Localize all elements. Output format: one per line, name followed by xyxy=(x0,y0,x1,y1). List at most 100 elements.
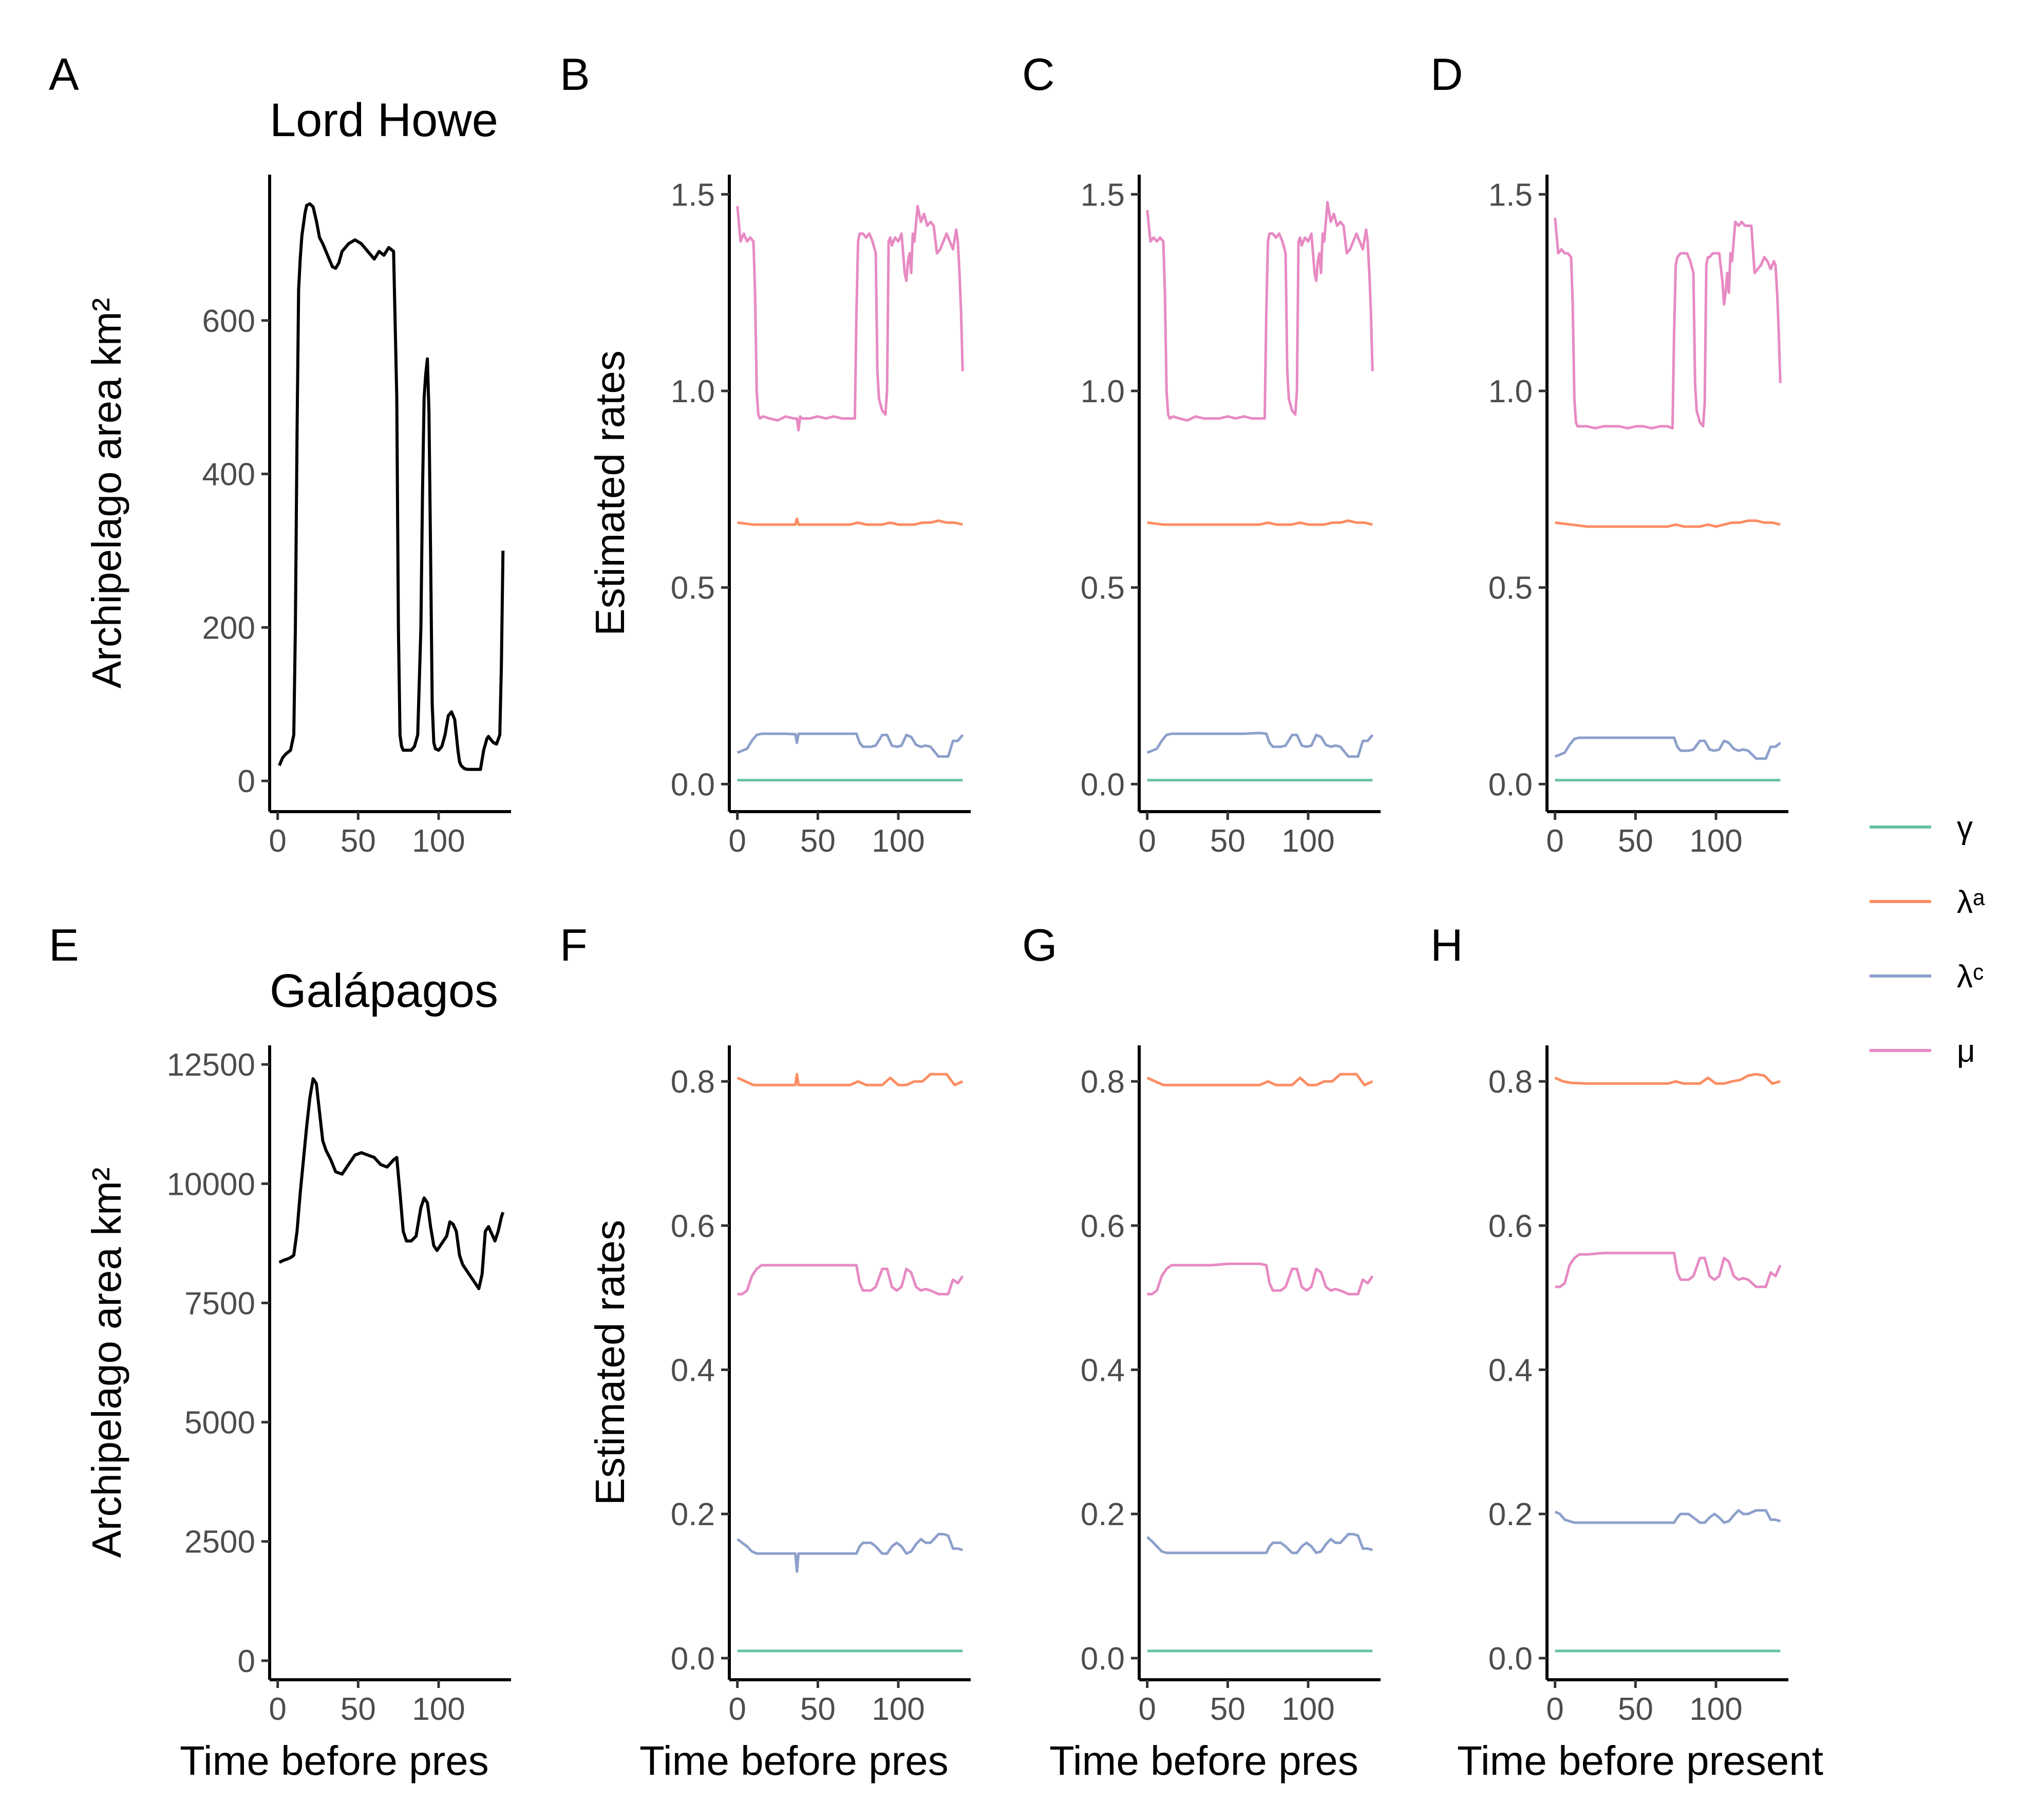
y-tick-label: 0.2 xyxy=(1488,1497,1533,1532)
x-tick-label: 100 xyxy=(412,823,465,859)
x-tick-label: 100 xyxy=(872,823,924,859)
y-tick-label: 0.6 xyxy=(1488,1209,1533,1244)
panel-letter: E xyxy=(49,920,79,970)
y-tick-label: 0.0 xyxy=(671,767,715,802)
series-mu-line xyxy=(736,204,964,431)
panel-f: F 0.0 0.2 0.4 0.6 0.8 0 50 100 Estimated rates Tim… xyxy=(560,920,971,1784)
y-tick-label: 0.0 xyxy=(1081,767,1125,802)
y-tick-label: 0.6 xyxy=(671,1209,715,1244)
x-tick-label: 0 xyxy=(728,823,746,859)
series-lambda-a-line xyxy=(1146,1073,1373,1086)
panel-title: Lord Howe xyxy=(270,94,498,146)
panel-e: E Galápagos 0 2500 5000 7500 10000 12500 0 50 100 A… xyxy=(49,920,511,1784)
x-tick-label: 100 xyxy=(1281,823,1334,859)
y-tick-label: 0.6 xyxy=(1081,1209,1125,1244)
x-tick-label: 50 xyxy=(1210,1692,1246,1727)
x-tick-label: 100 xyxy=(1689,823,1742,859)
y-tick-label: 200 xyxy=(202,610,255,646)
panels: A Lord Howe 0 200 400 600 0 50 100 Archipelago ar… xyxy=(49,49,1823,1784)
y-tick-label: 0.4 xyxy=(1081,1353,1125,1389)
legend-label: λᵃ xyxy=(1957,885,1985,920)
panel-h: H 0.0 0.2 0.4 0.6 0.8 0 50 100 Time before presen… xyxy=(1430,920,1823,1784)
panel-g: G 0.0 0.2 0.4 0.6 0.8 0 50 100 Time before pres xyxy=(1022,920,1381,1784)
y-tick-label: 1.0 xyxy=(1081,374,1125,409)
series-area-line xyxy=(278,1077,505,1290)
y-tick-label: 0.2 xyxy=(671,1497,715,1532)
y-axis-title: Estimated rates xyxy=(587,1220,633,1506)
x-tick-label: 0 xyxy=(1546,1692,1563,1727)
x-tick-label: 50 xyxy=(341,823,376,859)
panel-letter: A xyxy=(49,49,79,100)
panel-d: D 0.0 0.5 1.0 1.5 0 50 100 xyxy=(1430,49,1788,859)
series-lambda-c-line xyxy=(737,732,964,758)
y-tick-label: 0.0 xyxy=(1081,1641,1125,1677)
y-tick-label: 0 xyxy=(238,1644,255,1679)
y-tick-label: 0.8 xyxy=(1488,1064,1533,1100)
y-tick-label: 2500 xyxy=(184,1525,255,1560)
x-tick-label: 50 xyxy=(1618,1692,1653,1727)
y-tick-label: 0 xyxy=(238,764,255,799)
y-tick-label: 400 xyxy=(202,457,255,493)
series-lambda-c-line xyxy=(1146,731,1374,758)
y-tick-label: 1.0 xyxy=(1488,374,1533,409)
x-tick-label: 0 xyxy=(269,1692,286,1727)
y-tick-label: 7500 xyxy=(184,1286,255,1321)
x-tick-label: 50 xyxy=(800,823,836,859)
y-tick-label: 0.0 xyxy=(1488,1641,1533,1677)
x-axis-title: Time before pres xyxy=(180,1738,489,1784)
legend-label: μ xyxy=(1957,1034,1975,1069)
series-lambda-c-line xyxy=(737,1533,964,1573)
y-axis-title: Estimated rates xyxy=(587,350,633,636)
y-tick-label: 1.0 xyxy=(671,374,715,409)
panel-letter: G xyxy=(1022,920,1057,970)
series-lambda-a-line xyxy=(1147,519,1373,526)
x-tick-label: 100 xyxy=(1689,1692,1742,1727)
y-tick-label: 5000 xyxy=(184,1405,255,1441)
y-tick-label: 1.5 xyxy=(1488,177,1533,213)
y-tick-label: 0.5 xyxy=(1488,571,1533,606)
panel-letter: H xyxy=(1430,920,1463,970)
legend-label: λᶜ xyxy=(1957,959,1984,995)
legend-item-mu: μ xyxy=(1870,1034,1975,1069)
x-tick-label: 100 xyxy=(872,1692,924,1727)
y-tick-label: 600 xyxy=(202,304,255,339)
y-tick-label: 0.0 xyxy=(671,1641,715,1677)
series-mu-line xyxy=(1554,217,1782,430)
series-area-line xyxy=(278,202,505,771)
x-tick-label: 0 xyxy=(728,1692,746,1727)
x-axis-title: Time before pres xyxy=(639,1738,949,1784)
y-tick-label: 0.5 xyxy=(1081,571,1125,606)
legend-label: γ xyxy=(1957,810,1973,846)
series-lambda-a-line xyxy=(1554,1073,1781,1085)
y-tick-label: 0.0 xyxy=(1488,767,1533,802)
series-lambda-a-line xyxy=(737,517,963,526)
x-tick-label: 0 xyxy=(1138,1692,1156,1727)
panel-b: B 0.0 0.5 1.0 1.5 0 50 100 Estimated rates xyxy=(560,49,971,859)
panel-letter: C xyxy=(1022,49,1055,100)
x-tick-label: 0 xyxy=(269,823,286,859)
legend-item-lambda-c: λᶜ xyxy=(1870,959,1984,995)
y-tick-label: 0.4 xyxy=(1488,1353,1533,1389)
y-tick-label: 0.4 xyxy=(671,1353,715,1389)
y-axis-title: Archipelago area km² xyxy=(84,1167,129,1558)
series-lambda-c-line xyxy=(1554,1509,1781,1524)
y-tick-label: 10000 xyxy=(167,1167,255,1202)
panel-a: A Lord Howe 0 200 400 600 0 50 100 Archipelago ar… xyxy=(49,49,511,859)
x-tick-label: 0 xyxy=(1546,823,1563,859)
panel-c: C 0.0 0.5 1.0 1.5 0 50 100 xyxy=(1022,49,1381,859)
y-tick-label: 1.5 xyxy=(671,177,715,213)
y-tick-label: 12500 xyxy=(167,1047,255,1083)
y-tick-label: 0.5 xyxy=(671,571,715,606)
series-mu-line xyxy=(1147,1262,1374,1296)
x-tick-label: 100 xyxy=(412,1692,465,1727)
series-lambda-c-line xyxy=(1146,1533,1373,1554)
x-tick-label: 50 xyxy=(1618,823,1653,859)
y-tick-label: 0.8 xyxy=(1081,1064,1125,1100)
y-tick-label: 0.2 xyxy=(1081,1497,1125,1532)
series-mu-line xyxy=(1555,1251,1782,1288)
x-tick-label: 50 xyxy=(1210,823,1246,859)
panel-letter: D xyxy=(1430,49,1463,100)
x-tick-label: 50 xyxy=(341,1692,376,1727)
legend: γ λᵃ λᶜ μ xyxy=(1870,810,1985,1069)
